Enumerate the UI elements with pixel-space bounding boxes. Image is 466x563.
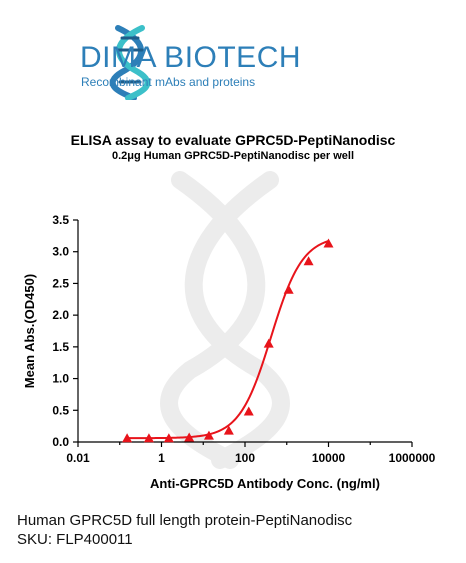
data-point-triangle: [283, 284, 294, 294]
data-point-triangle: [143, 433, 154, 443]
data-point-triangle: [223, 425, 234, 435]
brand-name: DIMA BIOTECH: [80, 41, 302, 74]
product-caption: Human GPRC5D full length protein-PeptiNa…: [17, 511, 352, 549]
data-point-triangle: [163, 433, 174, 443]
y-tick-label: 3.0: [52, 245, 69, 259]
y-tick-label: 2.0: [52, 308, 69, 322]
brand-tagline: Recombinant mAbs and proteins: [81, 75, 256, 89]
data-point-triangle: [323, 238, 334, 248]
data-point-triangle: [184, 432, 195, 442]
elisa-chart: 0.0 0.5 1.0 1.5 2.0 2.5 3.0 3.5 0.01 1 100 10000 100…: [22, 213, 436, 491]
chart-title: ELISA assay to evaluate GPRC5D-PeptiNano…: [70, 132, 396, 148]
y-axis-label: Mean Abs.(OD450): [22, 274, 37, 388]
fit-curve: [127, 240, 329, 440]
x-tick-label: 1: [158, 451, 165, 465]
dima-biotech-logo: [109, 25, 151, 100]
x-tick-label: 100: [235, 451, 255, 465]
dna-helix-icon: [109, 25, 151, 100]
caption-product-name: Human GPRC5D full length protein-PeptiNa…: [17, 512, 353, 529]
x-tick-label: 10000: [312, 451, 346, 465]
data-point-triangle: [263, 338, 274, 348]
chart-subtitle: 0.2μg Human GPRC5D-PeptiNanodisc per wel…: [111, 150, 355, 162]
watermark-dna-icon: [160, 171, 290, 469]
data-point-triangle: [122, 433, 133, 443]
y-tick-label: 2.5: [52, 276, 69, 290]
y-tick-label: 1.0: [52, 372, 69, 386]
y-tick-label: 3.5: [52, 213, 69, 227]
data-point-triangle: [303, 256, 314, 266]
x-axis-label: Anti-GPRC5D Antibody Conc. (ng/ml): [150, 476, 380, 491]
x-tick-label: 0.01: [66, 451, 90, 465]
x-tick-label: 1000000: [389, 451, 436, 465]
y-tick-label: 0.0: [52, 435, 69, 449]
y-tick-label: 0.5: [52, 403, 69, 417]
caption-sku: SKU: FLP400011: [17, 531, 133, 548]
data-point-triangle: [203, 430, 214, 440]
y-tick-label: 1.5: [52, 340, 69, 354]
data-point-triangle: [243, 406, 254, 416]
